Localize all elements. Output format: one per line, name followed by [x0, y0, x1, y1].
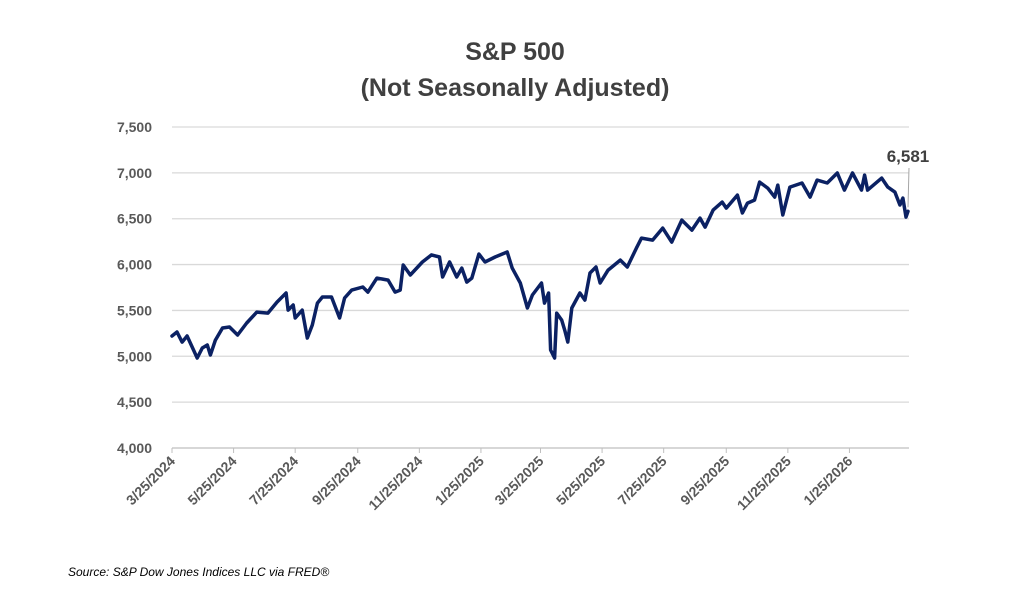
y-tick-label: 5,500 — [117, 302, 152, 318]
y-tick-label: 7,000 — [117, 165, 152, 181]
gridlines — [172, 126, 909, 449]
y-tick-label: 6,000 — [117, 257, 152, 273]
y-tick-label: 5,000 — [117, 348, 152, 364]
annotation-leader-line — [907, 167, 910, 208]
x-tick-label: 5/25/2024 — [184, 453, 240, 509]
y-axis-ticks: 4,000 4,500 5,000 5,500 6,000 6,500 7,000 7,500 — [117, 119, 152, 456]
x-tick-label: 9/25/2025 — [677, 453, 733, 509]
y-tick-label: 6,500 — [117, 211, 152, 227]
x-tick-label: 11/25/2025 — [734, 453, 794, 513]
last-value-label: 6,581 — [887, 147, 930, 166]
x-tick-label: 3/25/2025 — [491, 453, 547, 509]
x-tick-label: 9/25/2024 — [309, 453, 365, 509]
y-tick-label: 4,000 — [117, 440, 152, 456]
y-tick-label: 7,500 — [117, 119, 152, 135]
x-tick-label: 1/25/2025 — [432, 453, 488, 509]
y-tick-label: 4,500 — [117, 394, 152, 410]
x-tick-label: 5/25/2025 — [553, 453, 609, 509]
x-tick-label: 7/25/2024 — [246, 453, 302, 509]
x-axis-ticks: 3/25/2024 5/25/2024 7/25/2024 9/25/2024 11/2… — [123, 448, 856, 513]
x-tick-label: 11/25/2024 — [365, 453, 425, 513]
x-tick-label: 1/25/2026 — [800, 453, 856, 509]
chart-title-block: S&P 500 (Not Seasonally Adjusted) — [0, 34, 1030, 106]
series-line — [170, 171, 910, 360]
chart-subtitle: (Not Seasonally Adjusted) — [360, 74, 670, 102]
chart-title: S&P 500 — [465, 38, 565, 66]
x-tick-label: 7/25/2025 — [614, 453, 670, 509]
x-tick-label: 3/25/2024 — [123, 453, 179, 509]
source-note: Source: S&P Dow Jones Indices LLC via FR… — [68, 565, 330, 579]
